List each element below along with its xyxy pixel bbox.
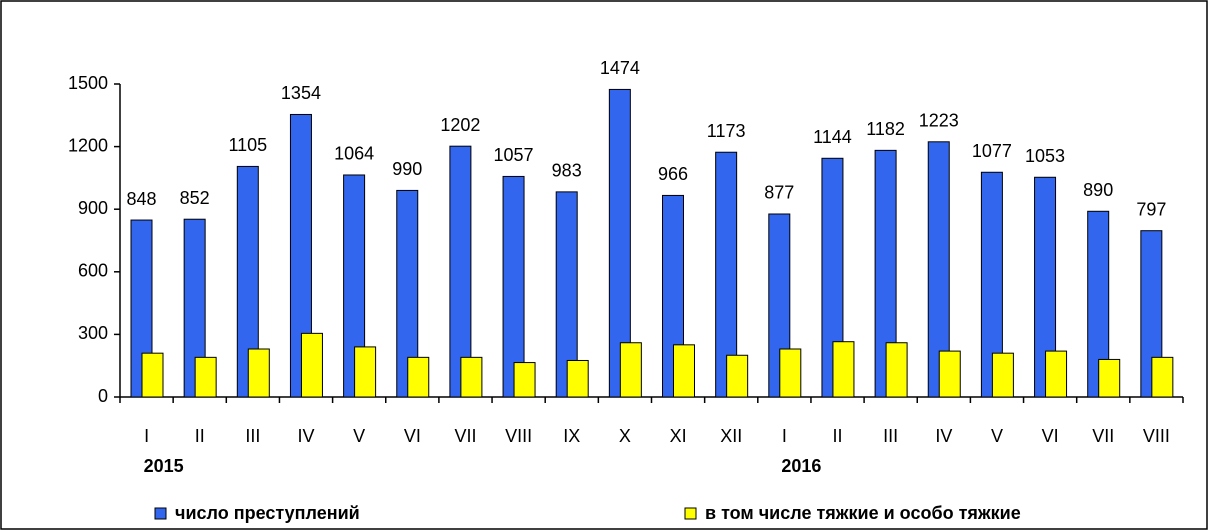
bar [1045, 350, 1068, 398]
x-tick-label: VI [1042, 426, 1059, 446]
value-label: 877 [764, 183, 794, 203]
bar [619, 342, 642, 398]
x-tick-label: II [195, 426, 205, 446]
x-group-label: 2016 [781, 456, 821, 476]
value-label: 1354 [281, 83, 321, 103]
bar [247, 348, 270, 398]
x-tick-label: IX [563, 426, 580, 446]
value-label: 1223 [919, 111, 959, 131]
bar [991, 352, 1014, 398]
x-tick-label: IV [935, 426, 952, 446]
value-label: 1057 [494, 145, 534, 165]
value-label: 848 [126, 189, 156, 209]
value-label: 983 [552, 161, 582, 181]
x-tick-label: X [619, 426, 631, 446]
x-tick-label: XII [720, 426, 742, 446]
bar [354, 346, 377, 398]
x-tick-label: III [245, 426, 260, 446]
value-label: 1144 [813, 127, 852, 147]
legend-label: в том числе тяжкие и особо тяжкие [705, 503, 1021, 523]
value-label: 852 [180, 188, 210, 208]
x-tick-label: I [144, 426, 149, 446]
bar [141, 352, 164, 398]
bar [885, 342, 908, 398]
y-tick-label: 1200 [68, 135, 108, 155]
bar [566, 359, 589, 398]
x-tick-label: I [782, 426, 787, 446]
y-tick-label: 300 [78, 323, 108, 343]
x-tick-label: IV [298, 426, 315, 446]
y-tick-label: 900 [78, 198, 108, 218]
value-label: 1064 [334, 144, 374, 164]
x-tick-label: VIII [505, 426, 532, 446]
legend-swatch [684, 507, 697, 520]
value-label: 966 [658, 164, 688, 184]
bar [194, 356, 217, 398]
value-label: 1053 [1025, 146, 1065, 166]
bar [726, 354, 749, 398]
x-tick-label: II [833, 426, 843, 446]
y-tick-label: 1500 [68, 73, 108, 93]
x-tick-label: V [991, 426, 1003, 446]
x-tick-label: V [353, 426, 365, 446]
value-label: 1182 [866, 119, 905, 139]
value-label: 797 [1136, 199, 1166, 219]
y-tick-label: 0 [98, 386, 108, 406]
legend-label: число преступлений [175, 503, 360, 523]
value-label: 1173 [707, 121, 746, 141]
x-tick-label: VI [404, 426, 421, 446]
bar [513, 362, 536, 398]
x-tick-label: XI [670, 426, 687, 446]
value-label: 1474 [600, 58, 640, 78]
bar [1098, 358, 1121, 398]
bar [300, 332, 323, 398]
x-tick-label: VII [1092, 426, 1114, 446]
value-label: 1202 [440, 115, 480, 135]
bar [673, 344, 695, 398]
bar [407, 356, 430, 398]
legend-swatch [154, 507, 167, 520]
value-label: 890 [1083, 180, 1113, 200]
x-group-label: 2015 [144, 456, 184, 476]
x-tick-label: VII [454, 426, 476, 446]
bar [1151, 356, 1174, 398]
bar [938, 350, 961, 398]
value-label: 1077 [972, 141, 1012, 161]
bar [832, 341, 855, 398]
x-tick-label: III [883, 426, 898, 446]
bar [460, 356, 483, 398]
value-label: 1105 [228, 135, 267, 155]
y-tick-label: 600 [78, 261, 108, 281]
value-label: 990 [392, 159, 422, 179]
bar [779, 348, 802, 398]
x-tick-label: VIII [1143, 426, 1170, 446]
